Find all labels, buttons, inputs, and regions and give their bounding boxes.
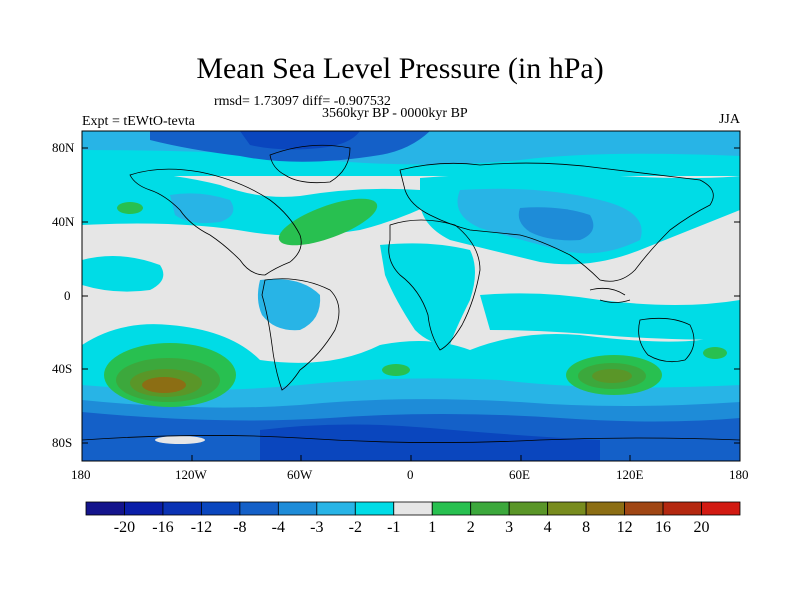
- indian-ocean-band: [480, 293, 740, 340]
- amazon-low: [257, 279, 321, 331]
- stats-line: rmsd= 1.73097 diff= -0.907532: [214, 94, 391, 109]
- colorbar-swatch: [124, 501, 164, 516]
- lon-tick-label: 180: [729, 467, 749, 482]
- colorbar-swatch: [662, 501, 702, 516]
- lat-tick-label: 0: [64, 288, 71, 303]
- south-pacific-high-core: [142, 377, 186, 393]
- colorbar-label: 3: [505, 519, 514, 536]
- season-label: JJA: [718, 112, 740, 127]
- colorbar-swatch: [624, 501, 664, 516]
- lon-tick-label: 60E: [509, 467, 530, 482]
- colorbar-label: -12: [190, 519, 213, 536]
- colorbar-swatch: [393, 501, 433, 516]
- colorbar: [85, 501, 741, 516]
- colorbar-label: 1: [428, 519, 437, 536]
- colorbar-label: 8: [582, 519, 591, 536]
- lon-tick-label: 60W: [287, 467, 313, 482]
- axis-ticks: [81, 147, 741, 461]
- colorbar-label: -2: [348, 519, 362, 536]
- africa-band: [380, 243, 475, 345]
- colorbar-swatch: [701, 501, 741, 516]
- colorbar-label: 20: [693, 519, 710, 536]
- tasman-high: [703, 347, 727, 359]
- pressure-field: [82, 131, 740, 461]
- period-label: 3560kyr BP - 0000kyr BP: [322, 106, 468, 121]
- colorbar-swatch: [431, 501, 472, 516]
- lat-tick-label: 40N: [52, 214, 75, 229]
- lon-tick-label: 120E: [616, 467, 644, 482]
- colorbar-label: -3: [310, 519, 324, 536]
- colorbar-swatch: [585, 501, 625, 516]
- arctic-low-core: [240, 131, 360, 150]
- antarctic-patch: [155, 436, 205, 444]
- colorbar-label: -16: [152, 519, 174, 536]
- north-atlantic-high: [278, 198, 378, 246]
- pacific-low: [170, 193, 234, 224]
- colorbar-label: -4: [271, 519, 285, 536]
- colorbar-label: 12: [616, 519, 633, 536]
- colorbar-swatch: [277, 501, 318, 516]
- lon-tick-label: 120W: [175, 467, 207, 482]
- coastlines: [82, 144, 740, 443]
- south-indian-high-core: [592, 369, 632, 383]
- colorbar-swatch: [239, 501, 279, 516]
- lon-tick-label: 180: [71, 467, 91, 482]
- lon-tick-label: 0: [407, 467, 414, 482]
- lat-tick-label: 80S: [52, 435, 73, 450]
- colorbar-swatch: [354, 501, 395, 516]
- colorbar-swatch: [470, 501, 510, 516]
- colorbar-label: 16: [655, 519, 672, 536]
- south-atlantic-high: [382, 364, 410, 376]
- experiment-label: Expt = tEWtO-tevta: [82, 114, 195, 129]
- north-pacific-high: [117, 202, 143, 214]
- lat-tick-label: 40S: [52, 361, 73, 376]
- colorbar-label: 4: [543, 519, 552, 536]
- colorbar-swatch: [162, 501, 202, 516]
- colorbar-swatch: [547, 501, 587, 516]
- map-title: Mean Sea Level Pressure (in hPa): [196, 52, 604, 85]
- colorbar-swatch: [508, 501, 549, 516]
- colorbar-label: 2: [466, 519, 475, 536]
- asia-low-core: [518, 207, 594, 241]
- east-pacific-patch: [82, 256, 164, 292]
- colorbar-swatch: [201, 501, 241, 516]
- colorbar-label: -8: [233, 519, 247, 536]
- colorbar-swatch: [316, 501, 356, 516]
- colorbar-label: -20: [113, 519, 136, 536]
- lat-tick-label: 80N: [52, 140, 75, 155]
- colorbar-label: -1: [387, 519, 401, 536]
- colorbar-swatch: [85, 501, 125, 516]
